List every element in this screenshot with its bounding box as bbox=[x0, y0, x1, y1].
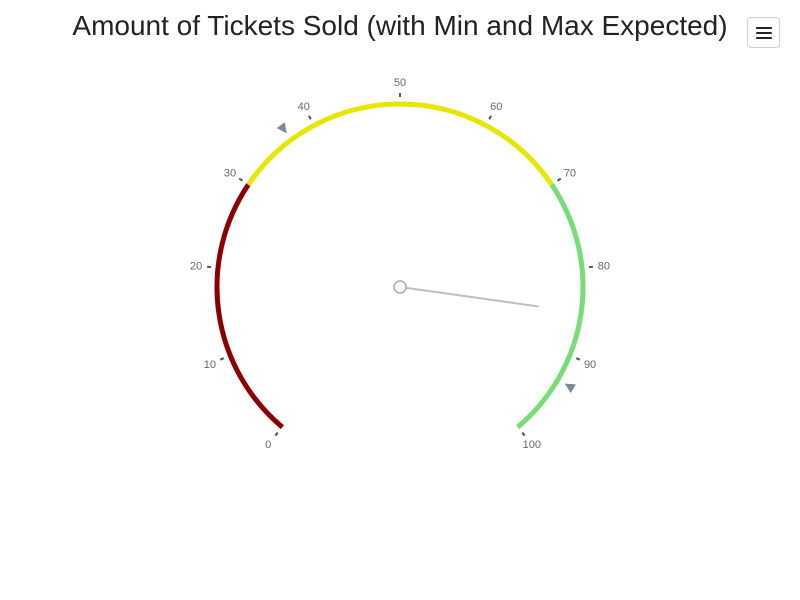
gauge-band-0 bbox=[214, 183, 284, 430]
needle-pivot bbox=[393, 280, 407, 294]
tick-label: 0 bbox=[265, 439, 271, 451]
tick-mark bbox=[521, 431, 526, 437]
gauge-band-2 bbox=[516, 183, 586, 430]
hamburger-menu-icon bbox=[755, 26, 772, 29]
tick-mark bbox=[488, 115, 492, 120]
expected-min-marker bbox=[276, 122, 287, 134]
tick-label: 10 bbox=[204, 359, 216, 371]
tick-mark bbox=[308, 115, 312, 120]
tick-label: 80 bbox=[598, 261, 610, 273]
tick-label: 50 bbox=[394, 77, 406, 89]
chart-menu-button[interactable] bbox=[747, 17, 780, 48]
needle-line bbox=[399, 286, 539, 308]
gauge-bands bbox=[214, 101, 586, 430]
tick-mark bbox=[219, 357, 225, 361]
tick-label: 90 bbox=[584, 359, 596, 371]
tick-label: 100 bbox=[523, 439, 541, 451]
hamburger-menu-icon-bar bbox=[755, 36, 772, 39]
tick-mark bbox=[238, 177, 244, 182]
tick-label: 40 bbox=[298, 101, 310, 113]
tick-label: 70 bbox=[564, 167, 576, 179]
expected-markers bbox=[276, 122, 576, 394]
tick-mark bbox=[274, 431, 279, 437]
gauge-band-1 bbox=[246, 101, 554, 187]
chart-title: Amount of Tickets Sold (with Min and Max… bbox=[72, 10, 728, 41]
tick-mark bbox=[575, 357, 581, 361]
gauge-needle bbox=[393, 280, 539, 308]
tick-label: 60 bbox=[490, 101, 502, 113]
tick-mark bbox=[556, 177, 562, 182]
gauge-ticks: 0 10 20 30 40 50 60 70 80 90 100 bbox=[190, 77, 610, 451]
expected-max-marker bbox=[564, 383, 576, 394]
hamburger-menu-icon-bar bbox=[755, 31, 772, 34]
tick-label: 20 bbox=[190, 261, 202, 273]
tick-label: 30 bbox=[224, 167, 236, 179]
